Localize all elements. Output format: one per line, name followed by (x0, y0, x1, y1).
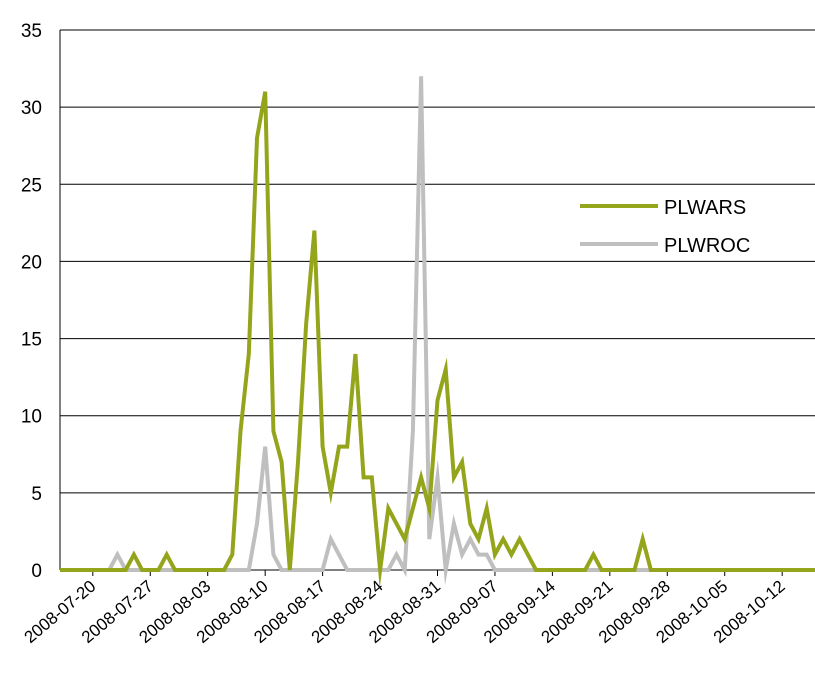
series-line-plwars (60, 91, 815, 589)
y-tick-label: 30 (21, 98, 42, 119)
y-tick-label: 25 (21, 175, 42, 196)
y-tick-label: 20 (21, 252, 42, 273)
series-line-plwroc (60, 76, 815, 586)
legend: PLWARS PLWROC (580, 197, 750, 257)
y-tick-label: 35 (21, 21, 42, 42)
series-lines (60, 76, 815, 589)
y-tick-label: 15 (21, 330, 42, 351)
legend-label-plwroc: PLWROC (664, 235, 750, 257)
gridlines (60, 29, 815, 494)
y-tick-label: 0 (31, 561, 42, 582)
y-tick-label: 5 (31, 484, 42, 505)
legend-label-plwars: PLWARS (664, 197, 746, 219)
y-tick-label: 10 (21, 407, 42, 428)
